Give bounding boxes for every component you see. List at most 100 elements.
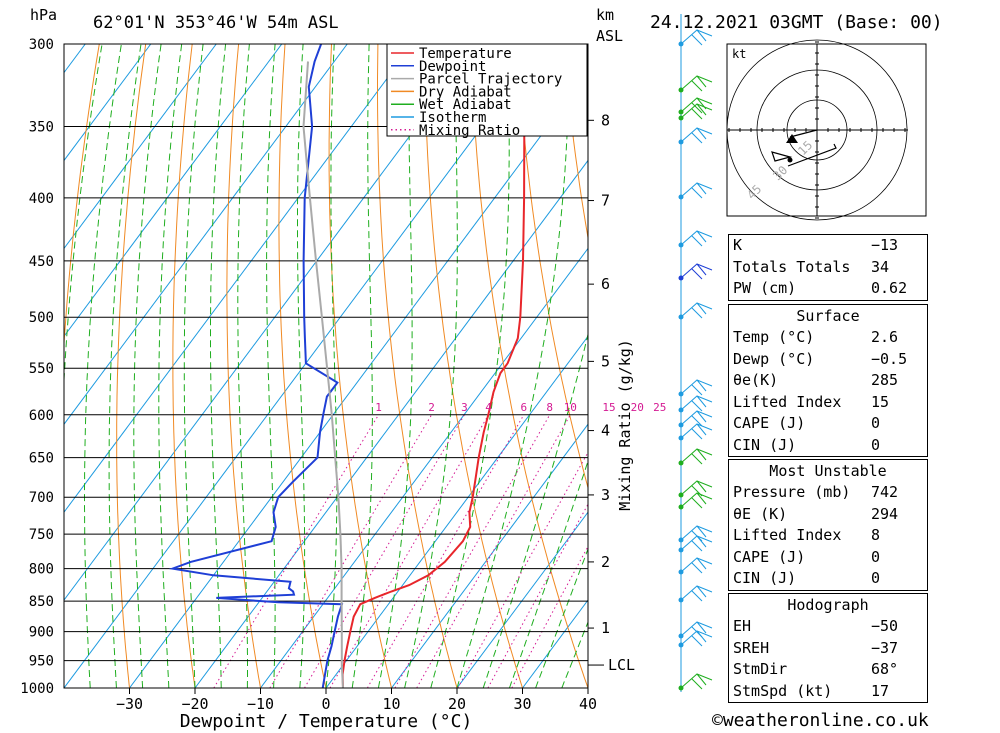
mu-row: Pressure (mb) 742 (729, 482, 927, 504)
pressure-tick-label: 900 (29, 625, 54, 641)
wind-barb (680, 127, 713, 144)
surface-row: CIN (J) 0 (729, 435, 927, 457)
wet-adiabat-line (210, 44, 227, 688)
index-value: 0.62 (871, 279, 908, 297)
mu-label: θE (K) (733, 504, 788, 523)
mu-row: Lifted Index 8 (729, 525, 927, 547)
hodo-row: SREH −37 (729, 638, 927, 660)
mixing-ratio-label: 10 (564, 401, 577, 414)
index-value: 34 (871, 257, 890, 276)
wet-adiabat-line (64, 44, 103, 688)
dry-adiabat-lines (64, 26, 1000, 688)
km-axis: 8 7 6 5 4 3 2 1 LCL (588, 111, 635, 674)
wet-adiabat-line (508, 459, 588, 688)
surface-label: Lifted Index (733, 392, 842, 411)
pressure-tick-label: 300 (29, 37, 54, 53)
index-row-k: K −13 (729, 235, 927, 257)
pressure-tick-label: 700 (29, 490, 54, 506)
temperature-tick-label: 10 (382, 695, 400, 713)
isotherm-line (129, 71, 588, 688)
isotherm-line (64, 44, 348, 426)
wet-adiabat-line (456, 44, 570, 688)
datetime-title: 24.12.2021 03GMT (Base: 00) (650, 12, 943, 33)
series-dewpoint (168, 44, 344, 688)
index-row-pw: PW (cm) 0.62 (729, 278, 927, 300)
pressure-tick-label: 550 (29, 361, 54, 377)
surface-value: −0.5 (871, 349, 908, 368)
mu-value: 8 (871, 526, 881, 544)
pressure-unit-label: hPa (30, 6, 57, 24)
location-title: 62°01'N 353°46'W 54m ASL (93, 13, 339, 33)
dry-adiabat-line (976, 26, 1000, 688)
wet-adiabat-line (266, 44, 276, 688)
wind-barb (680, 423, 713, 440)
pressure-tick-label: 500 (29, 310, 54, 326)
hodo-value: 68° (871, 660, 899, 678)
km-tick-label: 7 (601, 192, 610, 210)
surface-label: Dewp (°C) (733, 349, 815, 368)
wet-adiabat-line (237, 44, 250, 688)
dry-adiabat-line (516, 44, 588, 490)
storm-motion-marker (786, 134, 798, 143)
dry-adiabat-line (423, 44, 523, 688)
dry-adiabat-line (226, 44, 261, 688)
mu-value: 742 (871, 483, 899, 501)
lcl-label: LCL (608, 656, 635, 674)
isotherm-line (391, 423, 588, 688)
legend-label: Mixing Ratio (419, 123, 520, 139)
mixing-ratio-label: 1 (375, 401, 382, 414)
wet-adiabat-line (535, 547, 588, 688)
pressure-tick-label: 350 (29, 119, 54, 135)
asl-unit-label: ASL (596, 27, 623, 45)
mixing-ratio-label: 15 (602, 401, 615, 414)
surface-value: 285 (871, 371, 899, 389)
hodo-row: StmDir 68° (729, 659, 927, 681)
hodograph-trace (771, 129, 837, 167)
mixing-ratio-label: 25 (653, 401, 666, 414)
wind-barb (680, 263, 713, 280)
surface-value: 0 (871, 414, 881, 432)
mu-row: θE (K) 294 (729, 504, 927, 526)
pressure-tick-label: 950 (29, 654, 54, 670)
wind-barb (680, 395, 713, 412)
km-tick-label: 1 (601, 619, 610, 637)
mu-label: CIN (J) (733, 569, 797, 587)
pressure-axis: 300 350 400 450 500 550 600 650 700 750 800 850 900 9… (20, 37, 54, 697)
index-label: Totals Totals (733, 257, 851, 276)
legend-label: Dewpoint (419, 59, 486, 75)
hodo-value: −50 (871, 617, 899, 635)
mu-value: 0 (871, 569, 881, 587)
isotherm-line (260, 247, 588, 688)
mixing-ratio-label: 20 (631, 401, 644, 414)
surface-label: CIN (J) (733, 435, 797, 454)
mixing-ratio-label: 6 (520, 401, 527, 414)
wind-barb (680, 302, 713, 319)
wind-barb (680, 75, 713, 92)
isotherm-line (64, 44, 217, 250)
temperature-tick-label: −30 (116, 695, 143, 713)
wind-barb (680, 492, 713, 509)
wind-barb (680, 557, 713, 574)
stability-indices-table: K −13 Totals Totals 34 PW (cm) 0.62 (728, 234, 928, 301)
surface-value: 2.6 (871, 328, 899, 346)
wind-barb (680, 525, 713, 542)
legend-label: Temperature (419, 46, 512, 62)
hodograph-surface-point (787, 157, 793, 163)
wet-adiabat-line (325, 44, 338, 688)
wet-adiabat-line (84, 44, 122, 688)
hodo-value: −37 (871, 638, 899, 657)
surface-value: 15 (871, 392, 890, 411)
surface-row: Temp (°C) 2.6 (729, 327, 927, 349)
mixing-ratio-axis-label: Mixing Ratio (g/kg) (616, 339, 634, 511)
wind-barb (680, 410, 713, 427)
hodo-row: StmSpd (kt) 17 (729, 681, 927, 703)
wind-barb (680, 103, 713, 120)
hodo-label: SREH (733, 638, 770, 657)
km-tick-label: 8 (601, 111, 610, 129)
x-axis-label: Dewpoint / Temperature (°C) (180, 711, 473, 732)
isotherm-line (64, 44, 479, 601)
km-tick-label: 6 (601, 275, 610, 293)
mixing-ratio-labels: 1 2 3 4 6 8 10 15 20 25 (375, 401, 666, 414)
km-tick-label: 2 (601, 553, 610, 571)
